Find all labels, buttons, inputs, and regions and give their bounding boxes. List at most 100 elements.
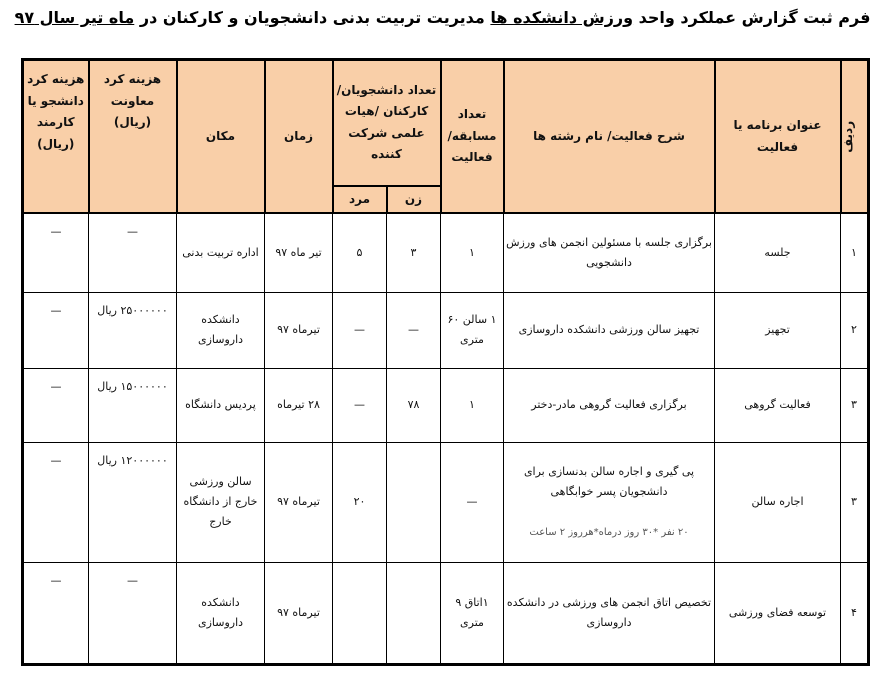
cell-time: تیرماه ۹۷ xyxy=(264,291,333,369)
time-text: ۲۸ تیرماه xyxy=(277,398,320,412)
title-month-underlined: ماه تیر سال ۹۷ xyxy=(14,8,135,27)
place-text: دانشکده داروسازی xyxy=(197,313,244,347)
cell-row-number: ۳ xyxy=(840,441,869,563)
cell-deputy-cost: ۱۲۰۰۰۰۰۰ ریال xyxy=(88,441,177,563)
cell-person-cost: — xyxy=(22,441,89,563)
header-count: تعداد مسابقه/ فعالیت xyxy=(439,58,505,215)
cell-description: برگزاری فعالیت گروهی مادر-دختر xyxy=(503,367,715,443)
description-text: پی گیری و اجاره سالن بدنسازی برای دانشجو… xyxy=(523,465,695,499)
cell-male-count: ۲۰ xyxy=(332,441,387,563)
title-text: مدیریت تربیت بدنی دانشجویان و کارکنان در xyxy=(134,8,491,27)
cell-female-count: ۷۸ xyxy=(386,367,441,443)
count-text: ۱ xyxy=(469,398,475,412)
cell-time: تیر ماه ۹۷ xyxy=(264,212,333,293)
cell-description: پی گیری و اجاره سالن بدنسازی برای دانشجو… xyxy=(503,441,715,563)
time-text: تیرماه ۹۷ xyxy=(277,323,320,337)
program-title-text: تجهیز xyxy=(765,323,790,337)
cell-description: تخصیص اتاق انجمن های ورزشی در دانشکده دا… xyxy=(503,561,715,665)
header-deputy-cost: هزینه کرد معاونت (ریال) xyxy=(87,58,178,215)
deputy-cost-text: — xyxy=(127,225,138,239)
cell-count: — xyxy=(440,441,504,563)
deputy-cost-text: — xyxy=(127,573,138,587)
place-text: سالن ورزشی خارج از دانشگاه خارج xyxy=(183,475,258,528)
program-title-text: اجاره سالن xyxy=(751,495,804,509)
cell-time: تیرماه ۹۷ xyxy=(264,561,333,665)
row-number-text: ۳ xyxy=(851,398,857,412)
male-count-text: — xyxy=(354,323,365,337)
cell-person-cost: — xyxy=(22,367,89,443)
description-text: برگزاری فعالیت گروهی مادر-دختر xyxy=(531,398,687,412)
row-number-text: ۴ xyxy=(851,605,857,619)
male-count-text: ۲۰ xyxy=(353,495,366,509)
deputy-cost-text: ۱۲۰۰۰۰۰۰ ریال xyxy=(97,453,168,467)
cell-female-count xyxy=(386,561,441,665)
cell-place: دانشکده داروسازی xyxy=(176,561,265,665)
cell-deputy-cost: ۱۵۰۰۰۰۰۰ ریال xyxy=(88,367,177,443)
row-number-text: ۱ xyxy=(851,245,857,259)
cell-male-count: — xyxy=(332,367,387,443)
cell-count: ۱ xyxy=(440,367,504,443)
header-description: شرح فعالیت/ نام رشته ها xyxy=(502,58,716,215)
table-row: ۱ جلسه برگزاری جلسه با مسئولین انجمن های و… xyxy=(22,212,869,293)
cell-place: اداره تربیت بدنی xyxy=(176,212,265,293)
program-title-text: فعالیت گروهی xyxy=(744,398,811,412)
female-count-text: ۷۸ xyxy=(407,398,420,412)
cell-time: ۲۸ تیرماه xyxy=(264,367,333,443)
person-cost-text: — xyxy=(50,379,62,393)
count-text: ۱اتاق ۹ متری xyxy=(455,595,489,629)
count-text: ۱ سالن ۶۰ متری xyxy=(447,313,497,347)
title-text: فرم ثبت گزارش عملکرد واحد xyxy=(633,8,871,27)
cell-male-count xyxy=(332,561,387,665)
cell-row-number: ۲ xyxy=(840,291,869,369)
place-text: اداره تربیت بدنی xyxy=(182,245,259,259)
header-row-no: ردیف xyxy=(839,58,870,215)
header-participants: تعداد دانشجویان/ کارکنان /هیات علمی شرکت… xyxy=(331,58,442,187)
cell-place: پردیس دانشگاه xyxy=(176,367,265,443)
cell-deputy-cost: ۲۵۰۰۰۰۰۰ ریال xyxy=(88,291,177,369)
cell-place: سالن ورزشی خارج از دانشگاه خارج xyxy=(176,441,265,563)
cell-deputy-cost: — xyxy=(88,561,177,665)
row-number-text: ۳ xyxy=(851,495,857,509)
time-text: تیرماه ۹۷ xyxy=(277,605,320,619)
deputy-cost-text: ۲۵۰۰۰۰۰۰ ریال xyxy=(97,303,168,317)
row-number-text: ۲ xyxy=(851,323,857,337)
cell-description: تجهیز سالن ورزشی دانشکده داروسازی xyxy=(503,291,715,369)
header-place: مکان xyxy=(175,58,266,215)
report-table: ردیف عنوان برنامه یا فعالیت شرح فعالیت/ … xyxy=(21,58,870,666)
male-count-text: ۵ xyxy=(356,245,363,259)
table-row: ۴ توسعه فضای ورزشی تخصیص اتاق انجمن های ور… xyxy=(22,561,869,665)
cell-program-title: توسعه فضای ورزشی xyxy=(714,561,841,665)
cell-program-title: فعالیت گروهی xyxy=(714,367,841,443)
cell-female-count: ۳ xyxy=(386,212,441,293)
cell-female-count: — xyxy=(386,291,441,369)
cell-row-number: ۱ xyxy=(840,212,869,293)
program-title-text: جلسه xyxy=(764,245,791,259)
header-male: مرد xyxy=(331,184,388,215)
person-cost-text: — xyxy=(50,303,62,317)
table-row: ۳ فعالیت گروهی برگزاری فعالیت گروهی مادر-د… xyxy=(22,367,869,443)
person-cost-text: — xyxy=(50,453,62,467)
cell-count: ۱اتاق ۹ متری xyxy=(440,561,504,665)
time-text: تیر ماه ۹۷ xyxy=(275,245,322,259)
cell-person-cost: — xyxy=(22,212,89,293)
cell-count: ۱ سالن ۶۰ متری xyxy=(440,291,504,369)
table-row: ۳ اجاره سالن پی گیری و اجاره سالن بدنسازی … xyxy=(22,441,869,563)
male-count-text: — xyxy=(354,398,365,412)
cell-deputy-cost: — xyxy=(88,212,177,293)
time-text: تیرماه ۹۷ xyxy=(277,495,320,509)
count-text: ۱ xyxy=(469,245,475,259)
cell-male-count: — xyxy=(332,291,387,369)
program-title-text: توسعه فضای ورزشی xyxy=(728,605,827,619)
description-text: برگزاری جلسه با مسئولین انجمن های ورزش د… xyxy=(506,236,712,269)
cell-place: دانشکده داروسازی xyxy=(176,291,265,369)
table-row: ۲ تجهیز تجهیز سالن ورزشی دانشکده داروسازی ۱… xyxy=(22,291,869,369)
cell-count: ۱ xyxy=(440,212,504,293)
person-cost-text: — xyxy=(50,573,62,587)
header-program-title: عنوان برنامه یا فعالیت xyxy=(713,58,842,215)
person-cost-text: — xyxy=(50,225,62,239)
header-person-cost: هزینه کرد دانشجو یا کارمند (ریال) xyxy=(21,58,90,215)
cell-description: برگزاری جلسه با مسئولین انجمن های ورزش د… xyxy=(503,212,715,293)
cell-program-title: تجهیز xyxy=(714,291,841,369)
place-text: دانشکده داروسازی xyxy=(197,595,244,629)
cell-male-count: ۵ xyxy=(332,212,387,293)
